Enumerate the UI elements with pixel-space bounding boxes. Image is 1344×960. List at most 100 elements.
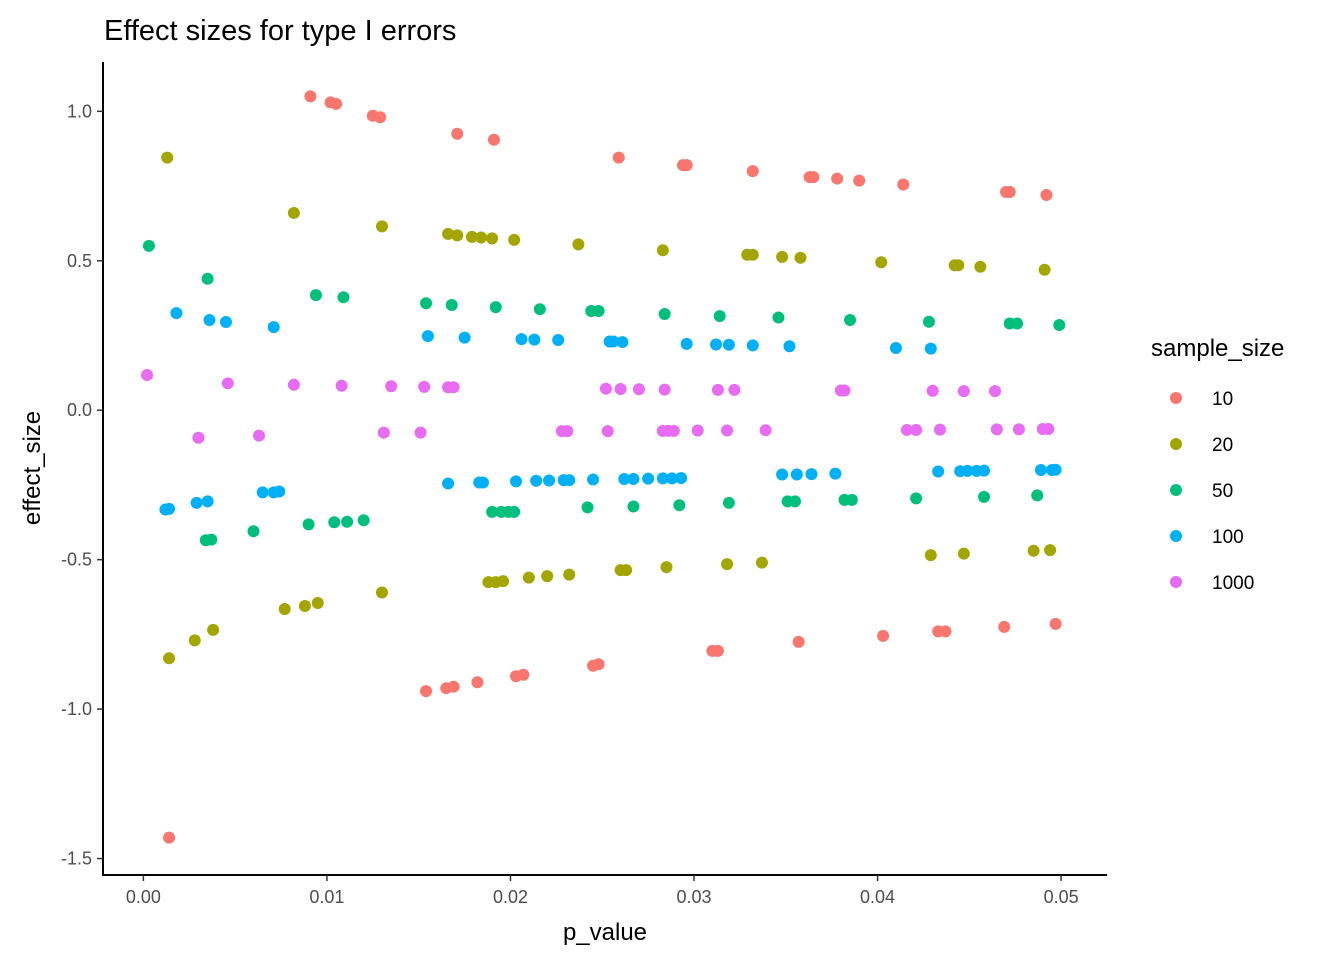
data-point-n1000	[933, 423, 946, 436]
data-point-n20	[656, 244, 669, 257]
legend-label: 100	[1212, 527, 1244, 548]
data-point-n1000	[599, 382, 612, 395]
data-point-n100	[267, 321, 280, 334]
data-point-n20	[298, 599, 311, 612]
data-point-n50	[357, 514, 370, 527]
data-point-n50	[328, 516, 341, 529]
data-point-n20	[497, 575, 510, 588]
x-tick-label: 0.05	[1044, 887, 1079, 907]
data-point-n50	[309, 289, 322, 302]
legend-label: 50	[1212, 481, 1233, 502]
data-point-n100	[656, 472, 669, 485]
legend-label: 10	[1212, 389, 1233, 410]
data-point-n20	[207, 623, 220, 636]
data-point-n1000	[759, 424, 772, 437]
data-point-n20	[1027, 544, 1040, 557]
legend-key-n1000	[1170, 576, 1182, 588]
y-axis-ticks: 1.0 0.5 0.0 -0.5 -1.0 -1.5	[61, 101, 103, 869]
data-point-n1000	[141, 368, 154, 381]
data-point-n100	[563, 474, 576, 487]
data-point-n20	[163, 652, 176, 665]
legend-key-n50	[1170, 484, 1182, 496]
data-point-n50	[581, 501, 594, 514]
data-point-n100	[924, 342, 937, 355]
data-point-n20	[1044, 544, 1057, 557]
y-tick-label: 1.0	[67, 101, 92, 121]
data-point-n20	[794, 251, 807, 264]
data-point-n20	[1038, 263, 1051, 276]
data-point-n1000	[385, 380, 398, 393]
data-point-n100	[618, 472, 631, 485]
data-point-n1000	[192, 431, 205, 444]
data-point-n100	[170, 307, 183, 320]
data-point-n100	[710, 338, 723, 351]
data-point-n20	[721, 558, 734, 571]
data-point-n1000	[377, 426, 390, 439]
data-point-n20	[188, 634, 201, 647]
data-point-n10	[447, 680, 460, 693]
data-point-n100	[776, 468, 789, 481]
y-axis-title: effect_size	[19, 411, 46, 525]
data-point-n10	[517, 668, 530, 681]
data-point-n100	[543, 474, 556, 487]
x-axis-title: p_value	[563, 919, 647, 946]
data-point-n1000	[253, 429, 266, 442]
data-point-n10	[746, 165, 759, 178]
data-point-n100	[616, 336, 629, 349]
data-point-n100	[442, 477, 455, 490]
data-point-n100	[680, 337, 693, 350]
data-point-n20	[924, 549, 937, 562]
chart-title: Effect sizes for type I errors	[104, 15, 456, 47]
data-point-n100	[201, 495, 214, 508]
data-point-n100	[627, 472, 640, 485]
data-point-n10	[1049, 617, 1062, 630]
data-point-n20	[161, 151, 174, 164]
data-point-n100	[476, 476, 489, 489]
data-point-n10	[330, 97, 343, 110]
data-point-n50	[922, 315, 935, 328]
data-point-n10	[877, 629, 890, 642]
data-point-n100	[190, 496, 203, 509]
data-point-n100	[1034, 463, 1047, 476]
y-tick-label: -1.5	[61, 849, 92, 869]
data-point-n20	[311, 597, 324, 610]
data-point-n100	[509, 475, 522, 488]
data-point-n10	[1003, 186, 1016, 199]
data-point-n20	[278, 602, 291, 615]
data-point-n10	[374, 111, 387, 124]
data-point-n1000	[926, 384, 939, 397]
data-point-n1000	[838, 384, 851, 397]
data-point-n100	[458, 331, 471, 344]
data-point-n10	[831, 172, 844, 185]
data-point-n50	[486, 505, 499, 518]
data-point-n50	[788, 495, 801, 508]
data-point-n50	[341, 515, 354, 528]
data-point-n20	[465, 230, 478, 243]
data-point-n20	[974, 260, 987, 273]
data-point-n50	[337, 291, 350, 304]
x-tick-label: 0.00	[126, 887, 161, 907]
data-point-n1000	[221, 377, 234, 390]
data-point-n100	[607, 335, 620, 348]
data-point-n50	[508, 505, 521, 518]
data-point-n50	[1031, 489, 1044, 502]
data-point-n1000	[418, 380, 431, 393]
y-tick-label: -0.5	[61, 550, 92, 570]
data-point-n100	[421, 330, 434, 343]
data-point-n1000	[711, 383, 724, 396]
data-point-n50	[978, 490, 991, 503]
data-point-n100	[746, 339, 759, 352]
data-point-n100	[805, 468, 818, 481]
data-point-n50	[627, 500, 640, 513]
data-point-n1000	[728, 383, 741, 396]
data-point-n1000	[721, 424, 734, 437]
data-point-n100	[932, 465, 945, 478]
data-point-n1000	[1012, 423, 1025, 436]
x-tick-label: 0.04	[860, 887, 895, 907]
data-point-n20	[952, 259, 965, 272]
data-point-n1000	[910, 423, 923, 436]
data-point-n10	[163, 831, 176, 844]
data-point-n20	[776, 250, 789, 263]
data-point-n20	[620, 564, 633, 577]
